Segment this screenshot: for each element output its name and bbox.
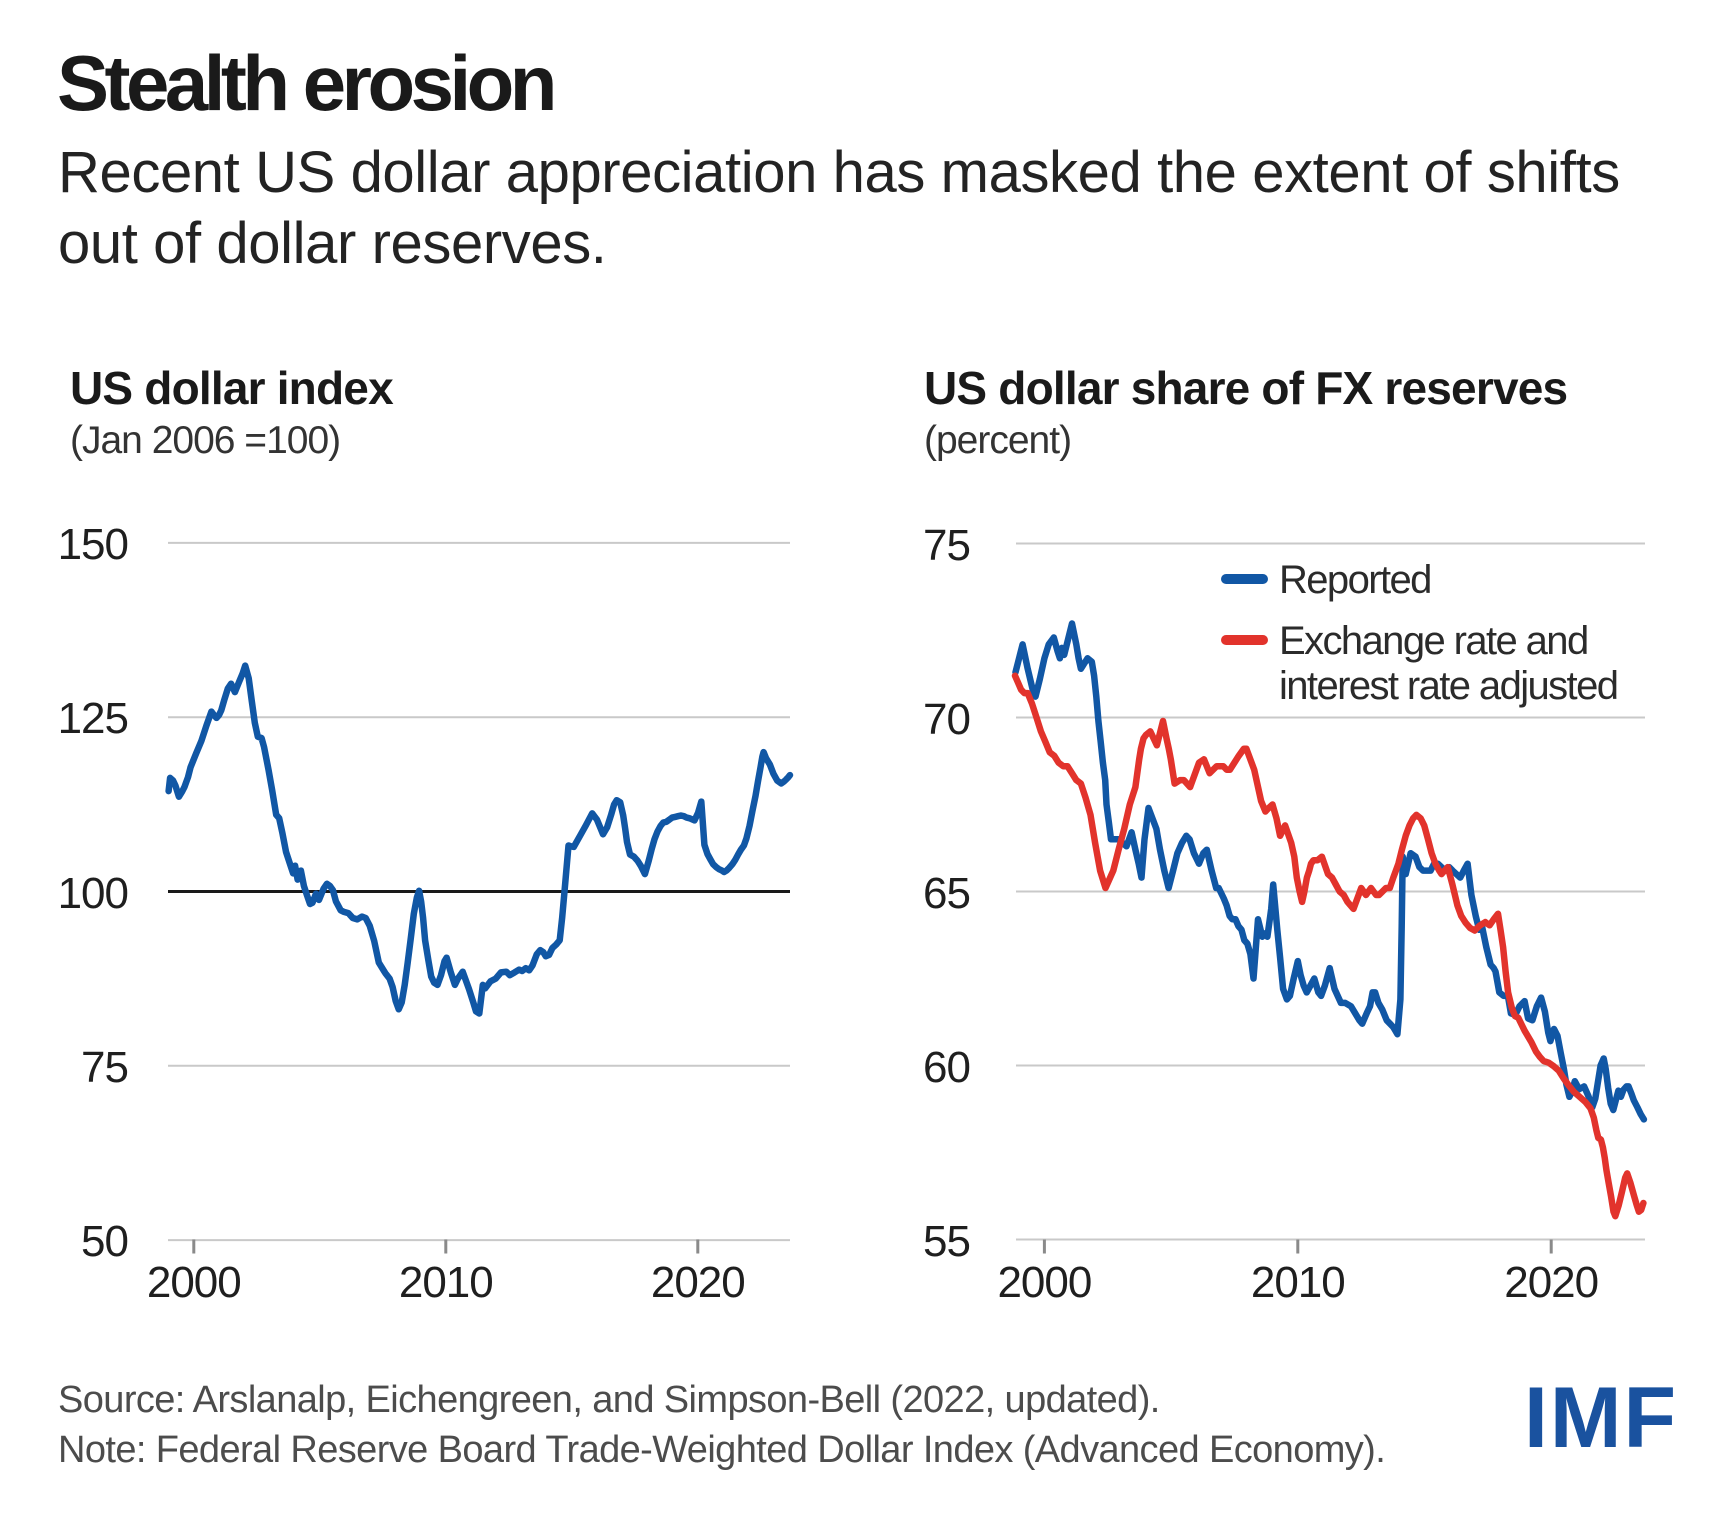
imf-logo: IMF (1524, 1370, 1679, 1466)
series-line-us-dollar-index (165, 662, 794, 1017)
subtitle-line-2: out of dollar reserves. (58, 211, 607, 276)
y-tick-label: 70 (923, 694, 971, 744)
y-tick-label: 55 (923, 1216, 971, 1266)
right-panel-title: US dollar share of FX reserves (924, 362, 1568, 414)
x-tick-label: 2020 (1504, 1258, 1599, 1307)
x-tick-label: 2010 (398, 1258, 494, 1307)
y-tick-label: 100 (57, 868, 129, 918)
series-line-exchange-rate-and-interest-rate-adjusted (1011, 672, 1647, 1220)
y-tick-label: 75 (81, 1042, 129, 1092)
source-note: Source: Arslanalp, Eichengreen, and Simp… (58, 1379, 1160, 1421)
legend-label-reported: Reported (1279, 558, 1432, 602)
x-tick-label: 2000 (997, 1258, 1092, 1307)
left-chart-line-us-dollar-index (165, 662, 794, 1017)
left-panel-title: US dollar index (70, 362, 394, 414)
x-tick-label: 2010 (1250, 1258, 1346, 1307)
series-line-reported (1012, 620, 1648, 1123)
y-tick-label: 60 (923, 1042, 971, 1092)
y-tick-label: 125 (57, 694, 129, 744)
index-note: Note: Federal Reserve Board Trade-Weight… (58, 1429, 1386, 1471)
subtitle-line-1: Recent US dollar appreciation has masked… (58, 140, 1620, 205)
legend-swatch-red (1221, 635, 1268, 645)
y-tick-label: 65 (923, 868, 971, 918)
right-chart-lines (1011, 620, 1648, 1220)
legend-label-adjusted: Exchange rate and interest rate adjusted (1279, 619, 1619, 708)
legend-swatch-blue (1221, 574, 1268, 584)
x-tick-label: 2000 (146, 1258, 242, 1307)
y-tick-label: 150 (57, 519, 129, 569)
x-tick-label: 2020 (650, 1258, 746, 1307)
right-chart-gridlines (1016, 542, 1645, 1254)
y-tick-label: 75 (923, 520, 971, 570)
page-title: Stealth erosion (57, 39, 557, 127)
right-panel-subtitle: (percent) (924, 419, 1072, 462)
y-tick-label: 50 (81, 1217, 129, 1267)
left-panel-subtitle: (Jan 2006 =100) (70, 419, 341, 462)
left-chart-gridlines (168, 541, 790, 1254)
